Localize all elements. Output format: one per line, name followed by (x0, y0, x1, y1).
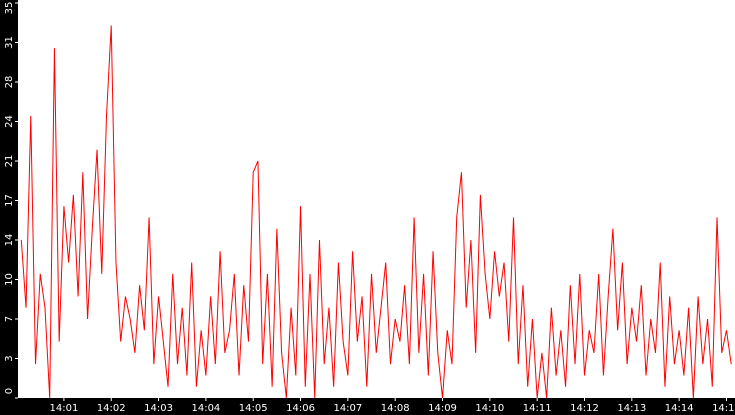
y-tick-label: 35 (4, 2, 15, 15)
x-tick-label: 14:14 (665, 403, 694, 414)
x-tick-label: 14:02 (97, 403, 126, 414)
data-line (20, 25, 732, 399)
x-tick-label: 14:06 (286, 403, 315, 414)
y-tick-label: 17 (4, 194, 15, 207)
x-tick-label: 14:08 (381, 403, 410, 414)
x-axis-band (0, 398, 735, 415)
x-tick-label: 14:07 (333, 403, 362, 414)
x-tick-label: 14:15 (712, 403, 735, 414)
x-tick-label: 14:10 (475, 403, 504, 414)
x-tick-label: 14:09 (428, 403, 457, 414)
x-tick-label: 14:13 (617, 403, 646, 414)
y-tick-label: 10 (4, 273, 15, 286)
y-tick-label: 7 (4, 316, 15, 322)
y-tick-label: 0 (4, 388, 15, 394)
x-tick-label: 14:05 (239, 403, 268, 414)
x-tick-label: 14:03 (144, 403, 173, 414)
y-tick-label: 3 (4, 355, 15, 361)
y-tick-label: 14 (4, 234, 15, 247)
x-tick-label: 14:12 (570, 403, 599, 414)
x-tick-label: 14:01 (49, 403, 78, 414)
y-tick-label: 24 (4, 115, 15, 128)
y-tick-label: 21 (4, 155, 15, 168)
x-tick-label: 14:04 (191, 403, 220, 414)
y-tick-label: 28 (4, 76, 15, 89)
y-tick-label: 31 (4, 36, 15, 49)
x-tick-label: 14:11 (523, 403, 552, 414)
y-axis-band (0, 0, 18, 415)
